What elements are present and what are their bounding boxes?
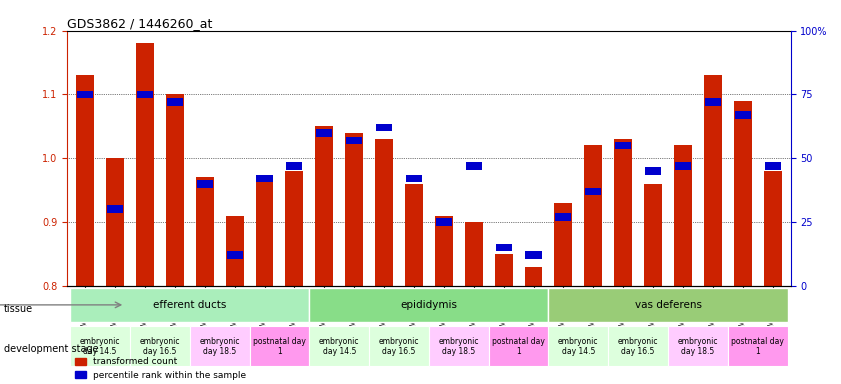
Bar — [226, 251, 243, 259]
Bar — [257, 175, 272, 182]
Bar — [615, 142, 632, 149]
Text: GDS3862 / 1446260_at: GDS3862 / 1446260_at — [67, 17, 213, 30]
Bar — [77, 91, 93, 98]
Bar — [136, 43, 154, 286]
Text: tissue: tissue — [4, 304, 34, 314]
Bar — [77, 75, 94, 286]
Bar — [645, 167, 661, 175]
Legend: transformed count, percentile rank within the sample: transformed count, percentile rank withi… — [71, 354, 250, 383]
FancyBboxPatch shape — [727, 326, 787, 366]
Bar — [375, 139, 393, 286]
Text: postnatal day
1: postnatal day 1 — [492, 337, 545, 356]
FancyBboxPatch shape — [309, 326, 369, 366]
Bar — [225, 216, 244, 286]
FancyBboxPatch shape — [71, 326, 130, 366]
Bar — [764, 171, 781, 286]
FancyBboxPatch shape — [309, 288, 548, 322]
Text: embryonic
day 16.5: embryonic day 16.5 — [618, 337, 659, 356]
Bar — [705, 98, 721, 106]
Bar — [614, 139, 632, 286]
Bar — [764, 162, 780, 170]
Bar — [376, 124, 392, 131]
Bar — [107, 205, 123, 213]
Bar — [345, 133, 363, 286]
Bar — [466, 162, 482, 170]
FancyBboxPatch shape — [369, 326, 429, 366]
Bar — [166, 94, 184, 286]
Bar — [584, 146, 602, 286]
Text: embryonic
day 14.5: embryonic day 14.5 — [80, 337, 120, 356]
Text: embryonic
day 16.5: embryonic day 16.5 — [140, 337, 180, 356]
FancyBboxPatch shape — [668, 326, 727, 366]
Bar — [405, 184, 423, 286]
Bar — [554, 203, 573, 286]
Bar — [465, 222, 483, 286]
Text: embryonic
day 18.5: embryonic day 18.5 — [199, 337, 240, 356]
FancyBboxPatch shape — [71, 288, 309, 322]
Bar — [585, 187, 601, 195]
FancyBboxPatch shape — [250, 326, 309, 366]
Bar — [406, 175, 422, 182]
Bar — [137, 91, 153, 98]
FancyBboxPatch shape — [548, 288, 787, 322]
Bar — [315, 126, 333, 286]
Bar — [435, 216, 452, 286]
Bar — [316, 129, 332, 137]
Bar — [256, 177, 273, 286]
Bar — [525, 266, 542, 286]
Text: embryonic
day 14.5: embryonic day 14.5 — [558, 337, 599, 356]
Text: vas deferens: vas deferens — [634, 300, 701, 310]
Text: embryonic
day 14.5: embryonic day 14.5 — [319, 337, 359, 356]
Text: development stage: development stage — [4, 344, 99, 354]
Bar — [495, 254, 513, 286]
Bar — [644, 184, 662, 286]
Text: efferent ducts: efferent ducts — [153, 300, 226, 310]
Bar — [436, 218, 452, 226]
Text: embryonic
day 18.5: embryonic day 18.5 — [438, 337, 479, 356]
FancyBboxPatch shape — [429, 326, 489, 366]
Bar — [495, 244, 511, 251]
FancyBboxPatch shape — [489, 326, 548, 366]
Text: epididymis: epididymis — [400, 300, 458, 310]
Bar — [526, 251, 542, 259]
Bar — [286, 162, 303, 170]
Bar — [674, 146, 692, 286]
Bar — [106, 158, 124, 286]
Bar — [196, 177, 214, 286]
Text: postnatal day
1: postnatal day 1 — [253, 337, 306, 356]
Bar — [285, 171, 304, 286]
Text: postnatal day
1: postnatal day 1 — [731, 337, 784, 356]
Text: embryonic
day 16.5: embryonic day 16.5 — [378, 337, 420, 356]
FancyBboxPatch shape — [548, 326, 608, 366]
Bar — [733, 101, 752, 286]
Text: embryonic
day 18.5: embryonic day 18.5 — [678, 337, 718, 356]
Bar — [735, 111, 751, 119]
Bar — [167, 98, 183, 106]
Bar — [197, 180, 213, 187]
Bar — [704, 75, 722, 286]
FancyBboxPatch shape — [130, 326, 190, 366]
Bar — [555, 213, 572, 221]
Bar — [674, 162, 691, 170]
FancyBboxPatch shape — [608, 326, 668, 366]
Bar — [346, 137, 362, 144]
FancyBboxPatch shape — [190, 326, 250, 366]
